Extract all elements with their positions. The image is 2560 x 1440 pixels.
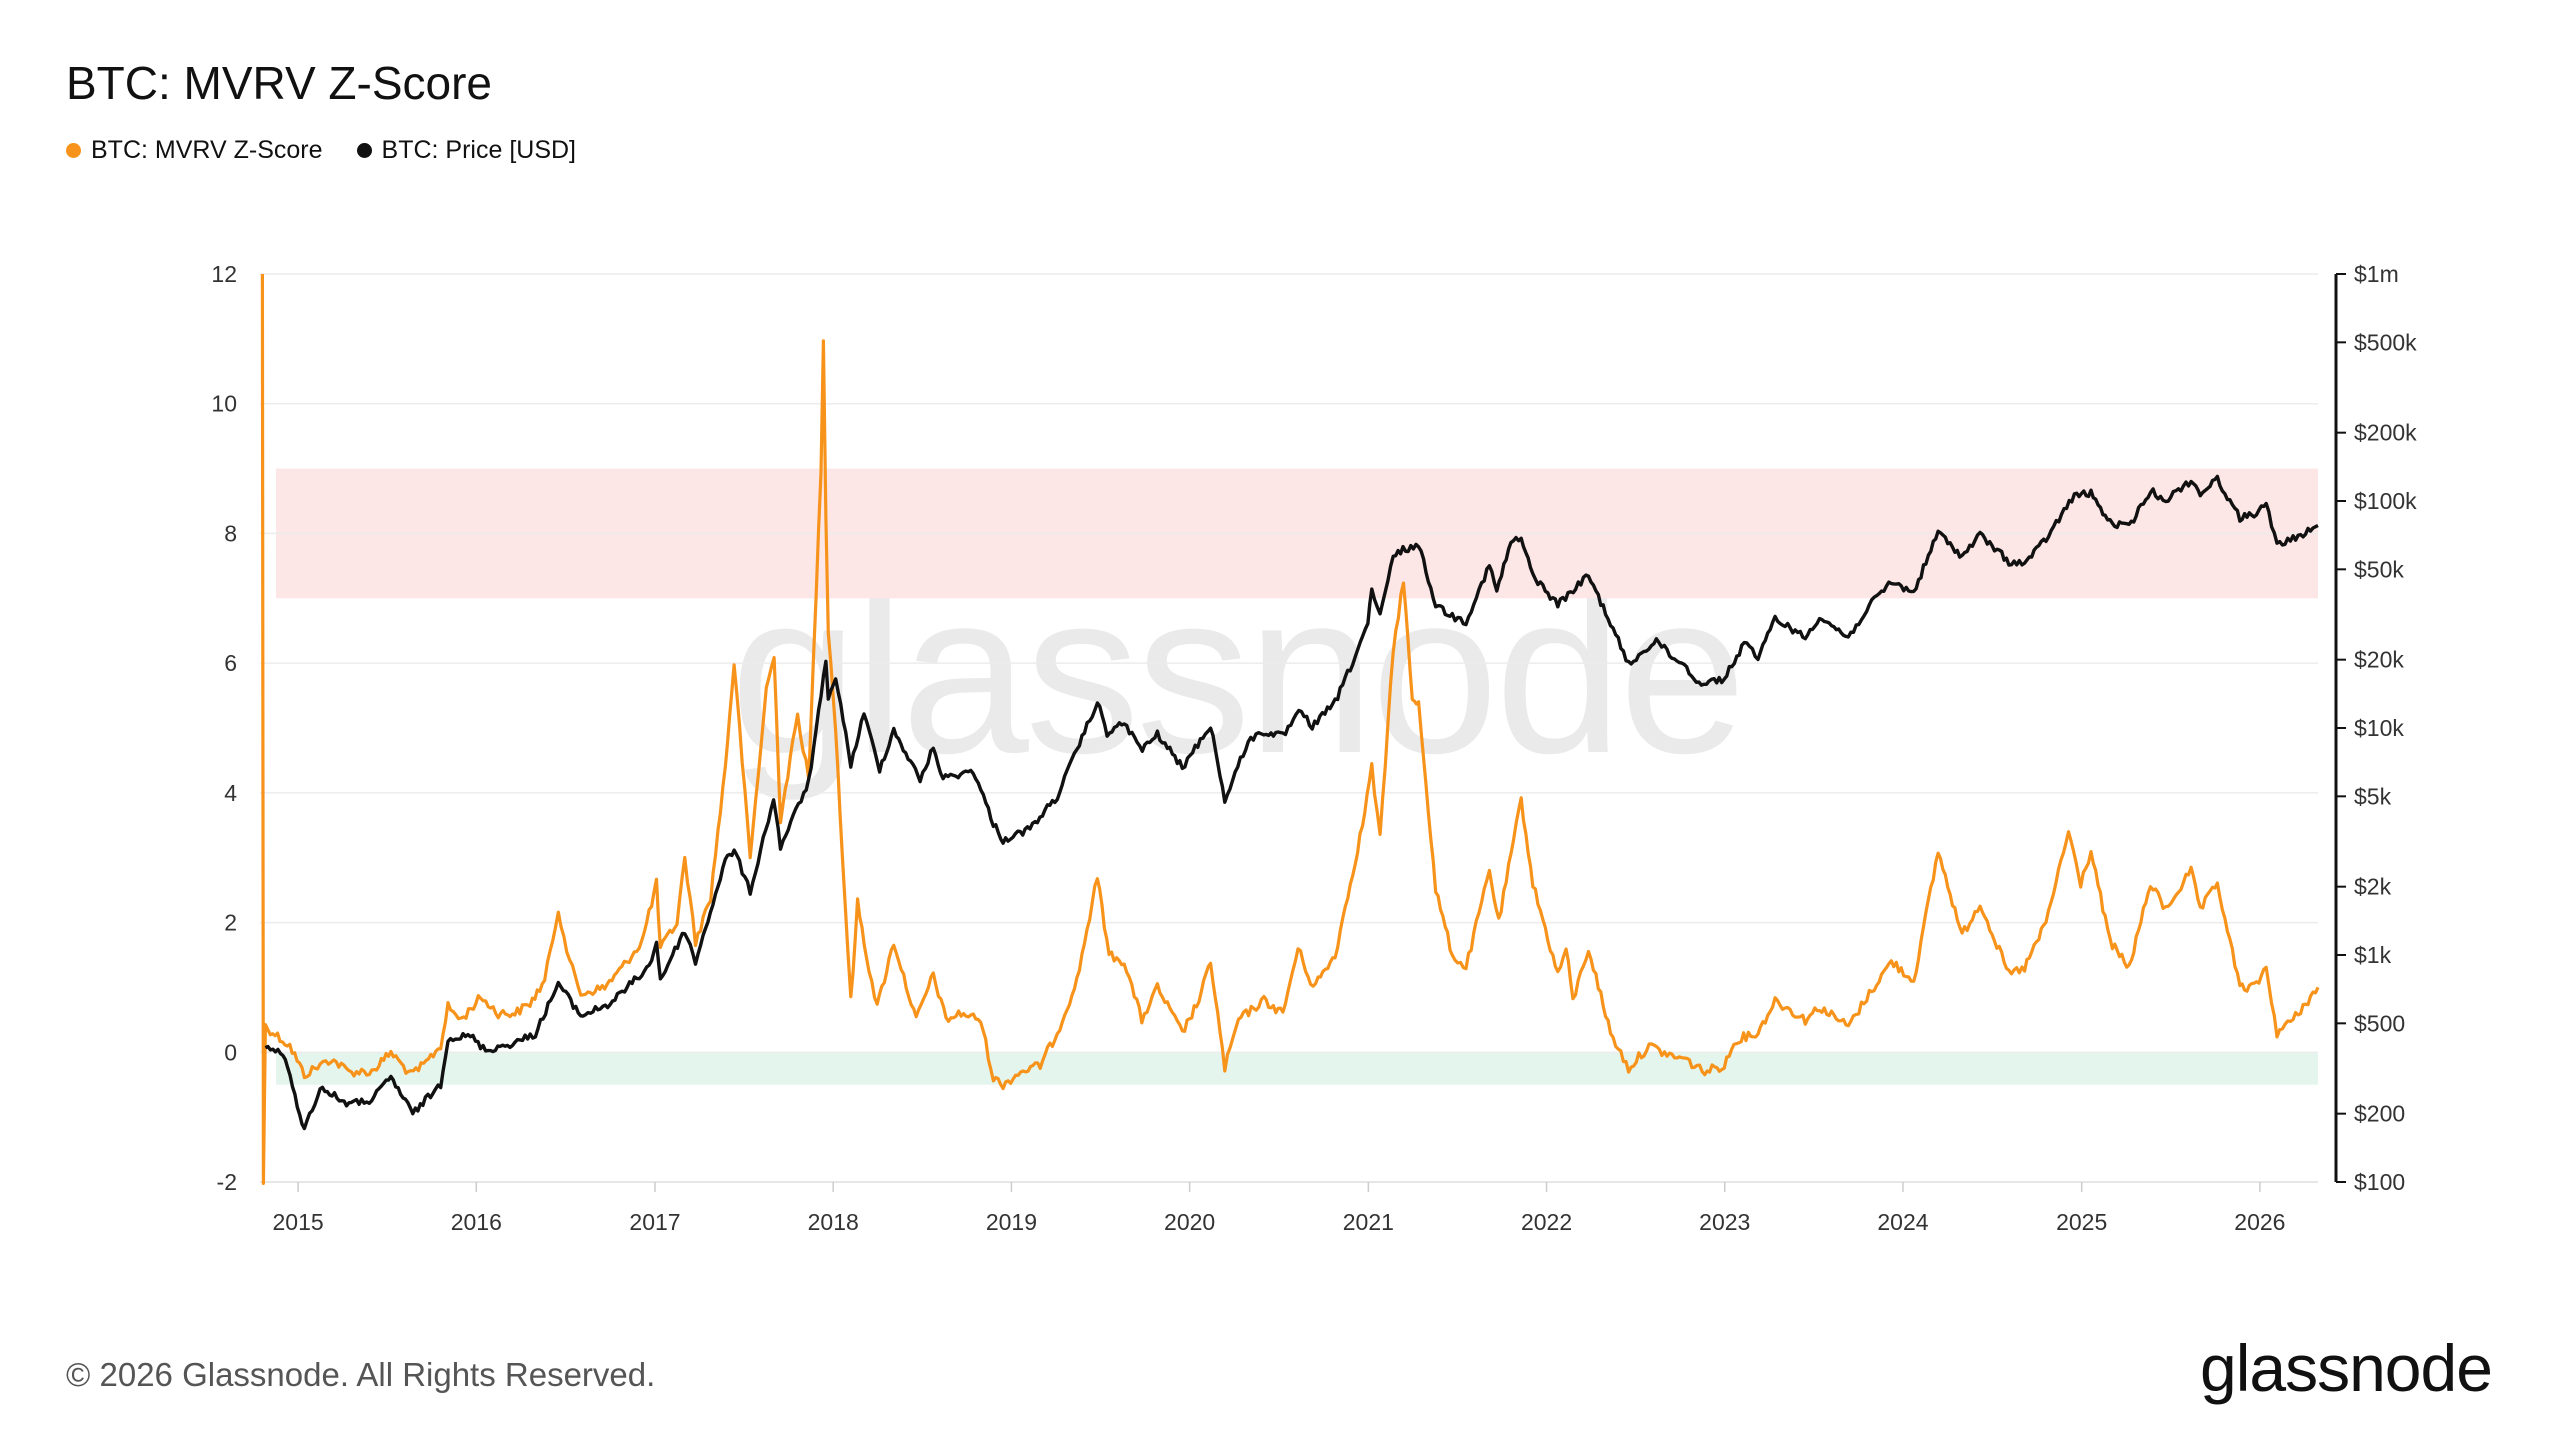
right-tick-label: $20k (2354, 647, 2404, 673)
legend-item-price[interactable]: BTC: Price [USD] (356, 136, 577, 165)
series-mvrv-line (260, 273, 2320, 1185)
x-tick-label: 2016 (451, 1209, 502, 1235)
right-tick-label: $2k (2354, 874, 2392, 900)
legend-dot-price-icon (356, 143, 372, 158)
x-tick-label: 2020 (1164, 1209, 1215, 1235)
x-tick-label: 2021 (1343, 1209, 1394, 1235)
band-green-zone (276, 1052, 2318, 1085)
left-tick-label: 4 (224, 780, 237, 806)
chart-title: BTC: MVRV Z-Score (66, 57, 492, 109)
left-tick-label: 0 (224, 1039, 237, 1065)
right-tick-label: $100 (2354, 1169, 2405, 1195)
legend-item-mvrv[interactable]: BTC: MVRV Z-Score (66, 136, 323, 165)
series-price-line (264, 474, 2319, 1131)
left-tick-label: 2 (224, 910, 237, 936)
footer-copyright: © 2026 Glassnode. All Rights Reserved. (66, 1356, 656, 1393)
x-tick-label: 2026 (2234, 1209, 2285, 1235)
right-tick-label: $1m (2354, 261, 2399, 287)
legend-label-price: BTC: Price [USD] (381, 136, 577, 164)
chart-legend: BTC: MVRV Z-Score BTC: Price [USD] (66, 136, 610, 165)
left-tick-label: -2 (217, 1169, 237, 1195)
right-tick-label: $5k (2354, 783, 2392, 809)
glassnode-logo[interactable]: glassnode (2200, 1331, 2493, 1405)
right-tick-label: $10k (2354, 715, 2404, 741)
right-tick-label: $200 (2354, 1101, 2405, 1127)
x-tick-label: 2018 (808, 1209, 859, 1235)
x-tick-label: 2019 (986, 1209, 1037, 1235)
legend-label-mvrv: BTC: MVRV Z-Score (91, 136, 323, 164)
legend-dot-mvrv-icon (66, 143, 81, 158)
left-tick-label: 6 (224, 650, 237, 676)
left-tick-label: 10 (211, 391, 237, 417)
right-tick-label: $500 (2354, 1010, 2405, 1036)
x-tick-label: 2017 (629, 1209, 680, 1235)
left-tick-label: 8 (224, 520, 237, 546)
right-tick-label: $200k (2354, 420, 2417, 446)
left-tick-label: 12 (211, 261, 237, 287)
x-tick-label: 2022 (1521, 1209, 1572, 1235)
right-tick-label: $500k (2354, 329, 2417, 355)
x-tick-label: 2023 (1699, 1209, 1750, 1235)
right-tick-label: $50k (2354, 556, 2404, 582)
x-tick-label: 2015 (272, 1209, 323, 1235)
x-tick-label: 2025 (2056, 1209, 2107, 1235)
right-tick-label: $100k (2354, 488, 2417, 514)
x-tick-label: 2024 (1877, 1209, 1928, 1235)
right-tick-label: $1k (2354, 942, 2392, 968)
